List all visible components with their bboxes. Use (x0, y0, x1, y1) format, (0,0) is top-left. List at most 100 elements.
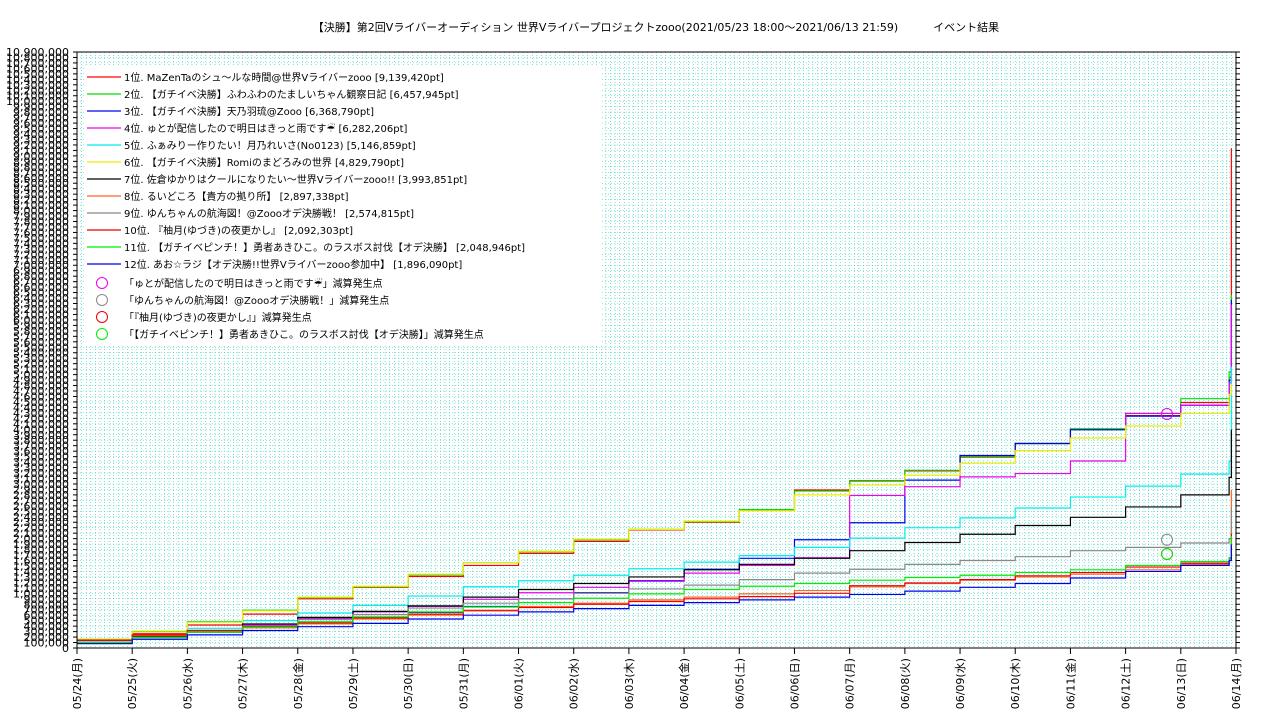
y-tick-label: 5,200,000 (13, 358, 69, 371)
y-tick-label: 7,300,000 (13, 243, 69, 256)
y-tick-label: 4,800,000 (13, 380, 69, 393)
legend-marker-label: 「『柚月(ゆづき)の夜更かし』」減算発生点 (124, 311, 312, 324)
y-tick-label: 5,800,000 (13, 325, 69, 338)
legend-label: 1位. MaZenTaのシュ～ルな時間@世界Vライバーzooo [9,139,4… (124, 71, 444, 84)
y-tick-label: 7,200,000 (13, 248, 69, 261)
y-tick-label: 9,600,000 (13, 117, 69, 130)
y-tick-label: 8,900,000 (13, 155, 69, 168)
y-tick-label: 5,100,000 (13, 363, 69, 376)
x-tick-label: 06/06(日) (788, 658, 801, 709)
legend-label: 7位. 佐倉ゆかりはクールになりたい～世界Vライバーzooo!! [3,993,… (124, 173, 467, 186)
x-tick-label: 06/04(金) (677, 658, 691, 709)
y-tick-label: 10,300,000 (6, 79, 69, 92)
y-tick-label: 7,900,000 (13, 210, 69, 223)
y-tick-label: 5,600,000 (13, 336, 69, 349)
y-tick-label: 1,400,000 (13, 565, 69, 578)
x-tick-label: 05/28(金) (291, 658, 305, 709)
y-tick-label: 7,100,000 (13, 254, 69, 267)
y-tick-label: 7,700,000 (13, 221, 69, 234)
x-tick-label: 05/25(火) (126, 658, 139, 709)
plot-area (77, 148, 1232, 645)
y-tick-label: 2,600,000 (13, 500, 69, 513)
series-line-3 (77, 299, 1232, 644)
y-tick-label: 1,100,000 (13, 582, 69, 595)
y-tick-label: 9,400,000 (13, 128, 69, 141)
y-tick-label: 2,000,000 (13, 533, 69, 546)
y-tick-label: 500,000 (24, 615, 70, 628)
y-tick-label: 8,700,000 (13, 166, 69, 179)
legend: 1位. MaZenTaのシュ～ルな時間@世界Vライバーzooo [9,139,4… (84, 65, 602, 345)
x-tick-label: 05/29(土) (347, 658, 360, 709)
y-tick-label: 8,100,000 (13, 199, 69, 212)
y-tick-label: 800,000 (24, 598, 70, 611)
y-tick-label: 700,000 (24, 604, 70, 617)
y-tick-label: 3,500,000 (13, 451, 69, 464)
x-tick-label: 06/10(木) (1009, 658, 1022, 709)
y-tick-label: 9,900,000 (13, 101, 69, 114)
legend-label: 9位. ゆんちゃんの航海図！@Zoooオデ決勝戦！ [2,574,815pt] (124, 207, 414, 220)
y-tick-label: 2,800,000 (13, 489, 69, 502)
marker-2 (1161, 533, 1174, 546)
y-tick-label: 10,800,000 (6, 51, 69, 64)
x-tick-label: 06/14(月) (1230, 658, 1243, 709)
y-tick-label: 10,100,000 (6, 90, 69, 103)
y-tick-label: 8,400,000 (13, 183, 69, 196)
legend-marker-swatch (96, 311, 108, 323)
legend-label: 10位. 『柚月(ゆづき)の夜更かし』 [2,092,303pt] (124, 224, 353, 237)
y-tick-label: 10,700,000 (6, 57, 69, 70)
y-tick-label: 6,200,000 (13, 303, 69, 316)
y-tick-label: 10,200,000 (6, 84, 69, 97)
plot-frame (76, 51, 1237, 649)
series-line-12 (77, 544, 1232, 645)
y-tick-label: 5,300,000 (13, 352, 69, 365)
y-tick-label: 5,000,000 (13, 369, 69, 382)
series-line-11 (77, 535, 1232, 644)
y-tick-label: 9,500,000 (13, 123, 69, 136)
y-tick-label: 6,700,000 (13, 276, 69, 289)
y-tick-label: 600,000 (24, 609, 70, 622)
y-tick-label: 3,700,000 (13, 440, 69, 453)
x-tick-label: 05/26(水) (181, 658, 194, 709)
legend-label: 5位. ふぁみりー作りたい！月乃れいさ(No0123) [5,146,859pt… (124, 139, 416, 152)
y-tick-label: 5,400,000 (13, 347, 69, 360)
y-tick-label: 3,300,000 (13, 462, 69, 475)
legend-marker-swatch (96, 294, 108, 306)
y-tick-label: 3,900,000 (13, 429, 69, 442)
y-tick-label: 8,800,000 (13, 161, 69, 174)
y-tick-label: 9,000,000 (13, 150, 69, 163)
y-tick-label: 2,700,000 (13, 494, 69, 507)
x-tick-label: 06/09(水) (954, 658, 967, 709)
legend-marker-label: 「ゅとが配信したので明日はきっと雨です☔」減算発生点 (124, 277, 383, 290)
x-tick-label: 06/01(火) (513, 658, 526, 709)
series-line-8 (77, 489, 1232, 641)
y-tick-label: 9,200,000 (13, 139, 69, 152)
series-line-5 (77, 366, 1232, 643)
y-tick-label: 1,200,000 (13, 576, 69, 589)
x-tick-label: 06/11(金) (1063, 658, 1077, 709)
legend-marker-label: 「【ガチイベピンチ！】勇者あきひこ。のラスボス討伐【オデ決勝】」減算発生点 (124, 328, 484, 341)
legend-label: 11位. 【ガチイベピンチ！】勇者あきひこ。のラスボス討伐【オデ決勝】 [2,0… (124, 241, 525, 254)
y-tick-label: 1,000,000 (13, 587, 69, 600)
y-tick-label: 4,400,000 (13, 401, 69, 414)
y-tick-label: 100,000 (24, 637, 70, 650)
y-tick-label: 0 (62, 642, 69, 655)
axes: 0100,000200,000300,000400,000500,000600,… (6, 46, 1243, 709)
y-tick-label: 6,900,000 (13, 265, 69, 278)
series-line-2 (77, 294, 1232, 640)
legend-label: 8位. るいどころ【貴方の拠り所】 [2,897,338pt] (124, 190, 349, 203)
y-tick-label: 2,200,000 (13, 522, 69, 535)
x-tick-label: 06/02(水) (568, 658, 581, 709)
y-tick-label: 6,100,000 (13, 308, 69, 321)
x-tick-label: 05/31(月) (457, 658, 470, 709)
y-tick-label: 3,400,000 (13, 456, 69, 469)
y-tick-label: 7,600,000 (13, 226, 69, 239)
y-tick-label: 200,000 (24, 631, 70, 644)
y-tick-label: 9,100,000 (13, 144, 69, 157)
y-tick-label: 4,300,000 (13, 407, 69, 420)
y-tick-label: 4,700,000 (13, 385, 69, 398)
y-tick-label: 5,500,000 (13, 341, 69, 354)
y-tick-label: 1,700,000 (13, 549, 69, 562)
x-tick-label: 06/05(土) (733, 658, 746, 709)
y-tick-label: 3,600,000 (13, 445, 69, 458)
